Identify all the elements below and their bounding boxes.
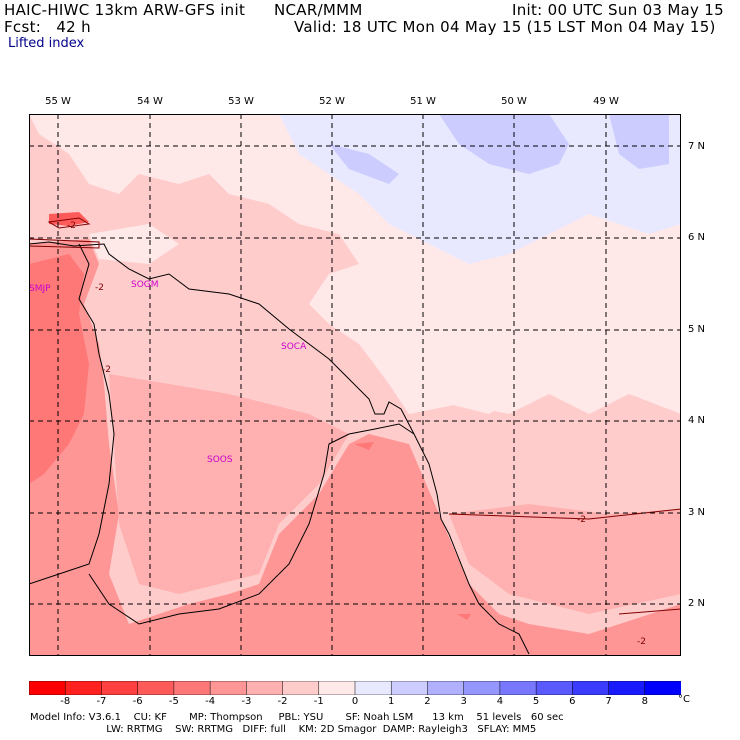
- colorbar-segment: [463, 681, 501, 695]
- lifted-index-map: SMJP SOGM SOCA SOOS -2 -2 -2 -2 -2: [29, 114, 681, 656]
- lat-label-3n: 3 N: [688, 507, 706, 518]
- field-land-darkest: [29, 254, 89, 484]
- valid-time: Valid: 18 UTC Mon 04 May 15 (15 LST Mon …: [294, 18, 716, 36]
- field-blue-core: [439, 114, 569, 174]
- contour-line-2: [29, 238, 100, 249]
- colorbar-tick-label: 0: [351, 696, 359, 707]
- suriname-guyana-border: [29, 243, 115, 585]
- colorbar-segment: [29, 681, 66, 695]
- colorbar-segment: [209, 681, 248, 695]
- lat-label-7n: 7 N: [688, 141, 706, 152]
- contour-label-4: -2: [577, 515, 586, 525]
- lat-label-5n: 5 N: [688, 324, 706, 335]
- colorbar-segment: [64, 681, 103, 695]
- colorbar-segment: [354, 681, 392, 695]
- colorbar-segment: [101, 681, 139, 695]
- coastline: [29, 241, 530, 655]
- colorbar-segment: [427, 681, 465, 695]
- colorbar-tick-label: 3: [460, 696, 467, 707]
- init-time: Init: 00 UTC Sun 03 May 15: [512, 1, 724, 19]
- lon-label-52w: 52 W: [319, 96, 345, 107]
- colorbar-tick-label: 1: [388, 696, 395, 707]
- lat-label-4n: 4 N: [688, 415, 706, 426]
- station-smjp: SMJP: [29, 284, 51, 294]
- colorbar-tick-label: -8: [60, 696, 71, 707]
- colorbar-segment: [499, 681, 537, 695]
- station-sogm: SOGM: [131, 280, 159, 290]
- contour-label-5: -2: [637, 637, 646, 647]
- station-soca: SOCA: [281, 342, 307, 352]
- lon-label-49w: 49 W: [593, 96, 619, 107]
- field-strong-spot-3: [457, 614, 471, 620]
- contour-label-3: -2: [102, 365, 111, 375]
- contour-minus2: [29, 217, 681, 615]
- contour-label-2: -2: [95, 283, 104, 293]
- field-land-medium: [109, 374, 349, 594]
- colorbar-tick-label: -7: [96, 696, 107, 707]
- colorbar-segment: [282, 681, 320, 695]
- field-light-patch: [89, 224, 179, 264]
- colorbar-segment: [535, 681, 574, 695]
- colorbar-tick-label: -2: [277, 696, 288, 707]
- colorbar-tick-label: 2: [424, 696, 431, 707]
- colorbar-tick-label: -4: [205, 696, 216, 707]
- field-strong-spot-2: [354, 442, 374, 450]
- lon-label-53w: 53 W: [228, 96, 254, 107]
- lon-label-55w: 55 W: [45, 96, 71, 107]
- colorbar-tick-label: 5: [532, 696, 540, 707]
- lat-label-2n: 2 N: [688, 598, 706, 609]
- field-blue-core-2: [609, 114, 669, 169]
- colorbar-tick-label: 4: [496, 696, 504, 707]
- colorbar-tick-label: -3: [241, 696, 252, 707]
- colorbar-segment: [318, 681, 356, 695]
- center-title: NCAR/MMM: [274, 1, 363, 19]
- colorbar-segment: [246, 681, 284, 695]
- field-blue-zone: [279, 114, 681, 264]
- lat-label-6n: 6 N: [688, 232, 706, 243]
- contour-line-4: [618, 608, 681, 615]
- colorbar-tick-label: 8: [641, 696, 648, 707]
- colorbar-tick-label: 6: [569, 696, 576, 707]
- colorbar-segment: [173, 681, 211, 695]
- field-name: Lifted index: [8, 36, 85, 51]
- colorbar-segment: [572, 681, 610, 695]
- colorbar-tick-label: -5: [168, 696, 179, 707]
- model-info-line2: LW: RRTMG SW: RRTMG DIFF: full KM: 2D Sm…: [30, 724, 537, 735]
- colorbar-segment: [644, 681, 681, 695]
- contour-line-3: [448, 508, 681, 520]
- colorbar-segment: [608, 681, 646, 695]
- field-land-medium-2: [449, 504, 681, 614]
- brazil-border: [374, 423, 415, 435]
- colorbar-tick-label: -1: [313, 696, 324, 707]
- model-info-line1: Model Info: V3.6.1 CU: KF MP: Thompson P…: [30, 712, 564, 723]
- lon-label-50w: 50 W: [501, 96, 527, 107]
- model-title: HAIC-HIWC 13km ARW-GFS init: [4, 1, 246, 19]
- colorbar-tick-label: -6: [132, 696, 143, 707]
- graticule: [29, 114, 681, 656]
- map-frame: [29, 114, 681, 656]
- field-light-patch-2: [449, 364, 519, 414]
- colorbar-segment: [390, 681, 429, 695]
- colorbar-segment: [137, 681, 175, 695]
- contour-label: -2: [67, 221, 76, 231]
- lon-label-54w: 54 W: [137, 96, 163, 107]
- station-soos: SOOS: [207, 455, 233, 465]
- contour-line: [47, 217, 91, 229]
- colorbar-tick-label: 7: [605, 696, 612, 707]
- field-land-dark: [29, 239, 681, 656]
- colorbar-unit: °C: [678, 694, 690, 705]
- forecast-hour: Fcst: 42 h: [4, 18, 91, 36]
- lon-label-51w: 51 W: [410, 96, 436, 107]
- field-blue-streak: [329, 144, 399, 184]
- colorbar: [29, 681, 681, 695]
